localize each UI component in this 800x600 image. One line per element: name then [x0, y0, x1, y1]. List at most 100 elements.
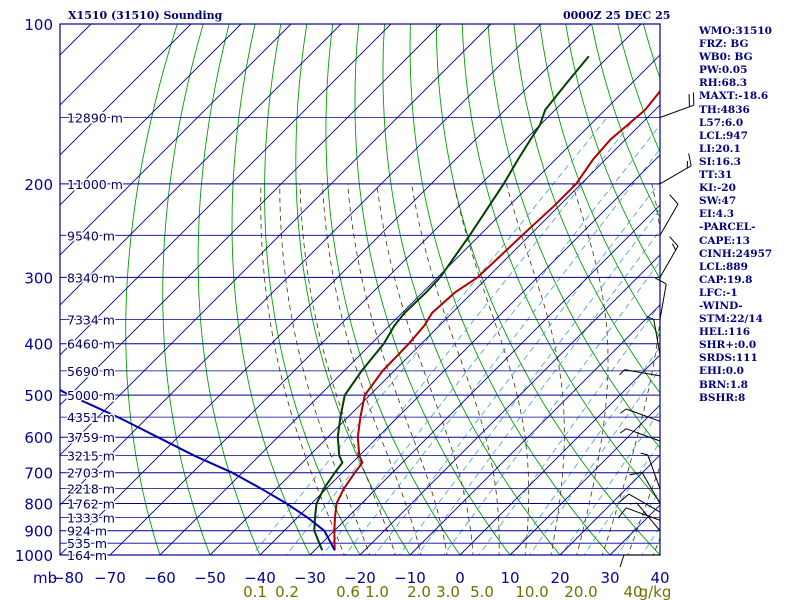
stat-item: BSHR:8: [699, 391, 746, 404]
temperature-tick-label: −40: [244, 569, 276, 587]
wind-barb-shaft: [659, 165, 692, 185]
mixing-ratio-label: 20.0: [564, 583, 597, 600]
mixing-ratio-line: [398, 208, 660, 555]
wind-barb-flag: [617, 507, 627, 519]
wind-barb: [629, 502, 661, 532]
pressure-tick-label: 600: [24, 429, 53, 447]
isotherm-line: [60, 24, 192, 156]
mixing-ratio-line: [322, 124, 660, 555]
stat-item: CAP:19.8: [699, 273, 753, 286]
mixing-ratio-line: [344, 148, 660, 555]
wind-barb-flag: [672, 243, 677, 251]
stat-item: WB0: BG: [699, 51, 753, 64]
moist-adiabat-line: [572, 183, 609, 555]
wind-barb-flag: [629, 471, 643, 476]
stat-item: SHR+:0.0: [699, 339, 757, 352]
mixing-ratio-line: [443, 260, 660, 555]
stat-item: FRZ: BG: [699, 38, 749, 51]
mixing-ratio-line: [560, 409, 660, 555]
height-label: 5690 m: [67, 364, 115, 379]
wind-barb: [659, 92, 695, 118]
dry-adiabat-line: [773, 24, 800, 566]
isotherm-line: [359, 254, 660, 555]
mixing-ratio-label: 1.0: [365, 583, 389, 600]
pressure-tick-label: 900: [24, 523, 53, 541]
isotherm-line: [60, 24, 292, 256]
wind-barb: [654, 277, 667, 320]
wind-barb: [659, 194, 679, 236]
wind-barb-shaft: [626, 408, 661, 422]
height-label: 4351 m: [67, 410, 115, 425]
temperature-tick-label: −50: [194, 569, 226, 587]
dry-adiabat-line: [565, 24, 660, 280]
stat-item: EI:4.3: [699, 208, 735, 221]
mixing-ratio-label: 2.0: [407, 583, 431, 600]
wind-barb: [619, 493, 661, 513]
mixing-ratio-line: [251, 117, 608, 555]
profile-line-2: [60, 388, 336, 551]
mixing-ratio-label: 0.1: [243, 583, 267, 600]
wind-barb-shaft: [659, 104, 694, 118]
wind-barb-flag: [654, 277, 667, 285]
wind-barb-shaft: [647, 454, 661, 489]
wind-barb-shaft: [628, 493, 661, 513]
stat-item: RH:68.3: [699, 77, 748, 90]
stat-item: BRN:1.8: [699, 378, 748, 391]
wind-barb-flag: [688, 153, 692, 166]
isotherm-line: [109, 24, 642, 555]
stat-item: SW:47: [699, 195, 737, 208]
height-label: 2703 m: [67, 466, 115, 481]
height-label: 7334 m: [67, 312, 115, 327]
temperature-tick-label: −30: [294, 569, 326, 587]
mixing-ratio-label: 0.6: [336, 583, 360, 600]
height-label: 6460 m: [67, 337, 115, 352]
wind-barb: [659, 153, 692, 185]
isotherm-line: [60, 24, 542, 506]
pressure-tick-label: 300: [24, 269, 53, 287]
pressure-tick-label: 400: [24, 336, 53, 354]
profile-line-0: [333, 89, 660, 551]
stat-item: EHI:0.0: [699, 365, 744, 378]
dry-adiabat-line: [162, 24, 211, 555]
wind-barb-flag: [669, 236, 679, 247]
isotherm-line: [459, 354, 660, 555]
wind-barb-shaft: [653, 319, 661, 356]
isotherm-line: [60, 24, 242, 206]
wind-barb-flag: [669, 194, 679, 205]
dry-adiabat-line: [125, 24, 178, 555]
temperature-tick-label: 40: [650, 569, 669, 587]
mixing-ratio-label: 5.0: [470, 583, 494, 600]
isotherm-line: [60, 24, 442, 406]
dry-adiabat-line: [382, 24, 561, 555]
stat-item: -WIND-: [699, 299, 743, 312]
mixing-ratio-line: [285, 117, 636, 555]
chart-datetime: 0000Z 25 DEC 25: [563, 9, 671, 22]
wind-barb: [617, 507, 661, 521]
stat-item: L57:6.0: [699, 116, 744, 129]
mixing-ratio-label: g/kg: [639, 583, 672, 600]
wind-barb-shaft: [626, 428, 661, 442]
height-label: 535 m: [67, 536, 107, 551]
temperature-tick-label: −60: [144, 569, 176, 587]
stat-item: LI:20.1: [699, 142, 741, 155]
temperature-tick-label: 30: [600, 569, 619, 587]
wind-barb: [659, 236, 679, 278]
dry-adiabat-line: [231, 24, 311, 555]
mixing-ratio-label: 10.0: [515, 583, 548, 600]
dry-adiabat-line: [461, 24, 660, 503]
wind-barb-shaft: [624, 369, 661, 377]
wind-barb: [646, 316, 661, 356]
stat-item: LCL:889: [699, 260, 748, 273]
isotherm-line: [309, 204, 660, 555]
temperature-tick-label: −80: [52, 569, 84, 587]
pressure-unit-label: mb: [33, 569, 57, 587]
stat-item: MAXT:-18.6: [699, 90, 769, 103]
dry-adiabat-line: [264, 24, 361, 555]
wind-barb: [619, 369, 661, 377]
height-label: 3215 m: [67, 449, 115, 464]
height-label: 12890 m: [67, 111, 123, 126]
height-label: 924 m: [67, 524, 107, 539]
wind-barb: [640, 452, 661, 489]
stat-item: HEL:116: [699, 326, 751, 339]
